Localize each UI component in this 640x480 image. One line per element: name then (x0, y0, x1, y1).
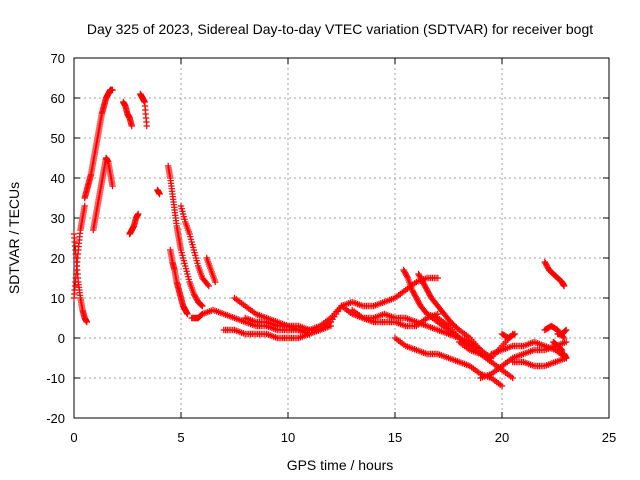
data-point (498, 382, 506, 390)
series-arc-b (70, 202, 88, 302)
x-tick-label: 20 (495, 430, 509, 445)
x-tick-labels: 0 5 10 15 20 25 (70, 430, 616, 445)
y-tick-label: 50 (51, 131, 65, 146)
y-tick-labels: -20 -10 0 10 20 30 40 50 60 70 (46, 51, 65, 426)
data-point (204, 281, 211, 288)
data-point (184, 310, 191, 318)
data-point (205, 282, 213, 290)
series-arc-g (137, 90, 150, 130)
series-arc-q (327, 274, 441, 326)
data-point (454, 325, 461, 332)
x-tick-label: 15 (388, 430, 402, 445)
series-arc-k (177, 202, 213, 290)
series-arc-j (167, 246, 191, 318)
data-points (70, 86, 570, 390)
x-tick-label: 5 (177, 430, 184, 445)
data-point (197, 301, 205, 308)
series-arc-y (477, 338, 570, 382)
series-arc-ad (550, 338, 566, 354)
data-point (199, 302, 206, 310)
data-point (128, 122, 135, 130)
series-arc-c (81, 86, 116, 202)
data-point (510, 331, 517, 338)
data-point (81, 202, 88, 210)
y-tick-label: 60 (51, 91, 65, 106)
series-arc-ab (509, 354, 570, 370)
data-point (560, 282, 568, 290)
data-point (434, 274, 441, 282)
y-tick-label: -20 (46, 411, 65, 426)
grid-lines (74, 58, 609, 418)
series-arc-i (164, 162, 206, 310)
y-tick-label: 0 (58, 331, 65, 346)
data-point (403, 273, 411, 280)
series-arc-af (541, 258, 568, 290)
data-point (198, 302, 205, 309)
data-point (212, 278, 219, 286)
data-point (156, 190, 163, 198)
axis-ticks (73, 57, 610, 419)
x-axis-label: GPS time / hours (287, 457, 394, 473)
y-tick-label: 10 (51, 291, 65, 306)
y-axis-label: SDTVAR / TECUs (6, 182, 22, 294)
series-arc-f (126, 210, 142, 238)
data-point (109, 86, 116, 94)
y-tick-label: 20 (51, 251, 65, 266)
x-tick-label: 10 (281, 430, 295, 445)
data-point (562, 327, 569, 334)
data-point (83, 318, 91, 326)
y-tick-label: 40 (51, 171, 65, 186)
series-arc-h (154, 186, 163, 198)
y-tick-label: 30 (51, 211, 65, 226)
series-arc-m (203, 254, 219, 286)
data-point (143, 122, 150, 130)
series-arc-ae (558, 350, 570, 362)
data-point (560, 334, 568, 342)
chart-title: Day 325 of 2023, Sidereal Day-to-day VTE… (87, 21, 593, 37)
series-arc-s (349, 306, 441, 330)
data-point (563, 326, 570, 334)
data-point (557, 345, 564, 352)
series-arc-v (415, 270, 484, 354)
y-tick-label: -10 (46, 371, 65, 386)
series-arc-aa (498, 330, 519, 342)
data-point (563, 338, 570, 346)
data-point (109, 182, 116, 190)
data-point (563, 354, 570, 362)
x-tick-label: 25 (602, 430, 616, 445)
series-arc-ag (554, 326, 570, 338)
y-tick-label: 70 (51, 51, 65, 66)
data-point (135, 210, 142, 218)
data-point (509, 374, 516, 382)
series-arc-e (120, 98, 135, 130)
data-point (197, 312, 205, 319)
data-point (511, 330, 519, 338)
x-tick-label: 0 (70, 430, 77, 445)
series-arc-d (90, 154, 116, 234)
series-arc-p (242, 314, 313, 338)
data-point (558, 346, 565, 353)
data-point (306, 330, 313, 338)
data-point (561, 328, 568, 335)
